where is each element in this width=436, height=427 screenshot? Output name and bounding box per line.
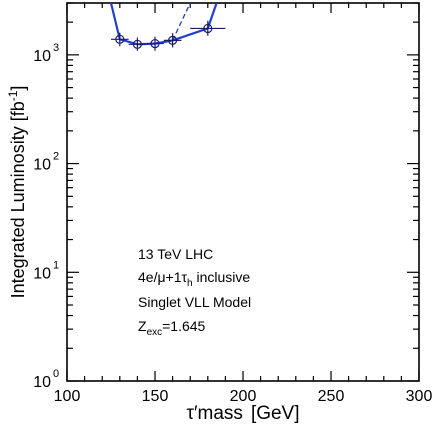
y-tick-exponent: 1 bbox=[53, 259, 59, 271]
x-tick-label: 250 bbox=[318, 388, 345, 405]
y-tick-label: 10 bbox=[33, 265, 51, 282]
y-tick-exponent: 2 bbox=[53, 151, 59, 163]
data-point bbox=[150, 38, 160, 49]
data-point bbox=[203, 23, 213, 34]
y-tick-label: 10 bbox=[33, 374, 51, 391]
x-axis-title: τ′mass [GeV] bbox=[186, 403, 299, 424]
axis-ticks bbox=[66, 2, 420, 382]
data-points-layer bbox=[111, 20, 226, 51]
x-tick-label: 100 bbox=[54, 388, 81, 405]
series-layer bbox=[109, 3, 218, 46]
annotation-channel: 4e/μ+1τh inclusive bbox=[138, 269, 251, 289]
y-axis-title: Integrated Luminosity [fb-1] bbox=[6, 86, 28, 299]
x-tick-label: 300 bbox=[406, 388, 433, 405]
x-tick-label: 200 bbox=[230, 388, 257, 405]
y-tick-exponent: 3 bbox=[53, 42, 59, 54]
y-tick-label: 10 bbox=[33, 157, 51, 174]
y-tick-exponent: 0 bbox=[53, 368, 59, 380]
data-point bbox=[115, 34, 125, 44]
expected-curve-dashed bbox=[172, 3, 191, 41]
y-tick-label: 10 bbox=[33, 48, 51, 65]
plot-frame bbox=[66, 2, 420, 382]
x-tick-label: 150 bbox=[142, 388, 169, 405]
data-point bbox=[168, 35, 178, 45]
annotation-energy: 13 TeV LHC bbox=[138, 246, 214, 262]
x-tick-labels: 100 150 200 250 300 bbox=[54, 388, 433, 405]
annotation-significance: Zexc=1.645 bbox=[138, 318, 206, 338]
annotation-model: Singlet VLL Model bbox=[138, 294, 252, 310]
data-point bbox=[132, 39, 142, 49]
discovery-curve bbox=[109, 3, 218, 46]
